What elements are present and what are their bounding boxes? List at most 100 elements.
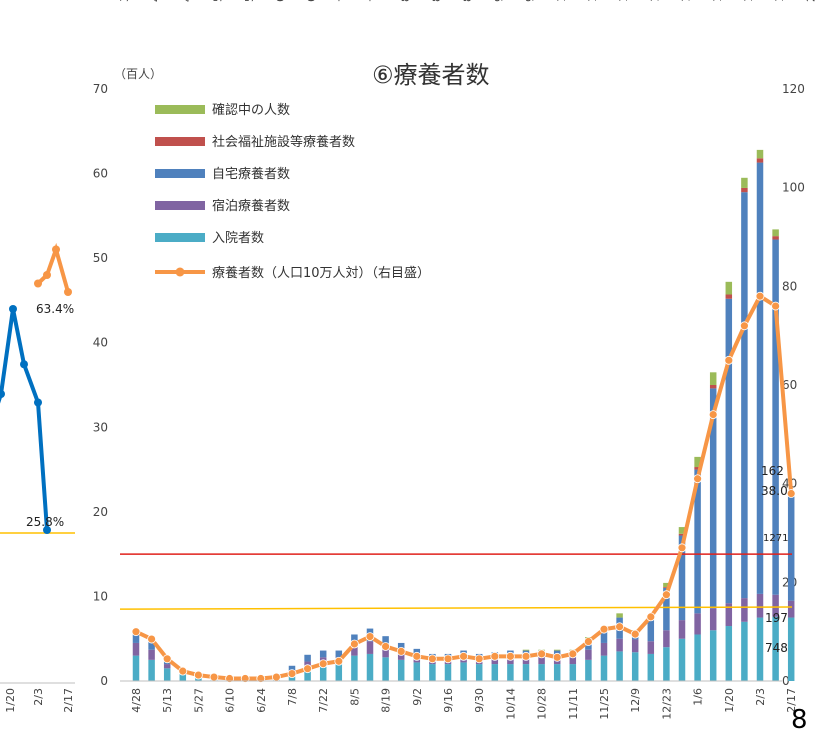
line-point (131, 627, 141, 637)
bar-segment (631, 652, 639, 681)
top-tick-label: 5/11~ (212, 0, 225, 2)
bar-segment (335, 650, 343, 658)
bar-segment (600, 630, 608, 643)
bar-segment (709, 385, 717, 389)
line-point (412, 651, 422, 661)
bar-segment (163, 664, 171, 669)
bar-segment (382, 657, 389, 681)
y-right-tick-label: 0 (782, 674, 790, 688)
y-right-tick-label: 60 (782, 378, 797, 392)
bar-segment (132, 630, 140, 643)
yellow-reference-line (119, 606, 793, 610)
bar-segment (538, 657, 545, 665)
line-point (365, 632, 375, 641)
bar-segment (491, 664, 499, 681)
legend-label: 入院者数 (212, 231, 264, 246)
top-tick-label: 11/9~ (617, 0, 630, 2)
bar-segment (179, 674, 187, 681)
bar-segment (538, 664, 545, 681)
bar-segment (319, 650, 327, 658)
top-tick-label: 6/8~ (274, 0, 287, 2)
bar-segment (148, 641, 155, 650)
chart-title: ⑥療養者数 (372, 61, 490, 89)
bar-segment (694, 467, 701, 470)
legend-swatch (155, 201, 205, 210)
bar-segment (148, 659, 155, 681)
bar-segment (647, 653, 655, 681)
bar-segment (787, 600, 795, 618)
line-point (677, 543, 687, 553)
bar-segment (132, 642, 140, 656)
line-point (318, 659, 328, 669)
line-point (162, 654, 172, 664)
bar-segment (694, 613, 701, 635)
line-point (271, 672, 281, 682)
left-orange-point (52, 245, 60, 254)
legend-swatch (155, 233, 205, 242)
bar-segment (569, 657, 577, 665)
left-x-tick-label: 2/3 (32, 688, 45, 706)
x-tick-label: 11/11 (567, 688, 580, 720)
top-tick-label: 2/1~ (804, 0, 817, 2)
legend-label: 社会福祉施設等療養者数 (212, 134, 355, 150)
x-tick-label: 2/17 (785, 688, 798, 713)
line-point (147, 634, 157, 644)
y-right-tick-label: 100 (782, 181, 805, 195)
x-tick-label: 8/19 (380, 688, 393, 713)
line-point (381, 642, 391, 651)
annotation-total-last: 162 (761, 464, 784, 478)
y-left-tick-label: 50 (93, 251, 108, 265)
bar-segment (397, 659, 405, 681)
bar-segment (366, 641, 374, 654)
line-point (490, 651, 500, 661)
bar-segment (382, 636, 389, 648)
bar-segment (678, 527, 686, 534)
bar-segment (741, 598, 748, 622)
bar-segment (725, 298, 733, 604)
bar-segment (351, 655, 358, 681)
bar-segment (787, 617, 795, 681)
bar-segment (772, 236, 779, 240)
bar-segment (522, 649, 530, 651)
annotation-line-last: 38.0 (761, 484, 788, 498)
bar-segment (756, 162, 764, 594)
left-x-tick-label: 1/20 (4, 688, 17, 713)
left-orange-point (34, 279, 42, 288)
line-point (693, 474, 702, 484)
reference-lines (119, 553, 793, 610)
bar-segment (756, 158, 764, 163)
bar-segment (491, 658, 499, 665)
bar-segment (522, 664, 530, 681)
x-tick-label: 7/22 (317, 688, 330, 713)
left-annotation-low: 25.8% (26, 515, 64, 529)
bar-segment (772, 594, 779, 617)
y-left-tick-label: 10 (93, 589, 108, 603)
y-unit-label: （百人） (114, 67, 162, 81)
top-tick-label: 8/31~ (461, 0, 474, 2)
line-point (771, 301, 780, 311)
line-point (615, 622, 624, 632)
bar-segment (709, 630, 717, 681)
bar-segment (304, 668, 311, 681)
left-blue-point (34, 398, 42, 407)
legend-swatch (155, 169, 205, 178)
bar-segment (335, 664, 343, 681)
y-left-tick-label: 30 (93, 420, 108, 434)
line-point (193, 670, 203, 680)
bar-segment (413, 662, 421, 681)
line-point (599, 624, 609, 634)
bar-segment (725, 281, 733, 295)
bar-segment (553, 649, 561, 651)
annotation-stack-b: 197 (765, 611, 788, 625)
page-number: 8 (791, 705, 808, 735)
top-tick-label: 11/23~ (648, 0, 661, 2)
line-point (474, 654, 484, 664)
bar-segment (772, 239, 779, 595)
x-tick-label: 9/16 (442, 688, 455, 713)
x-tick-labels: 4/28 5/13 5/27 6/10 6/24 7/8 7/22 8/5 8/19 9/2 9/1… (130, 688, 798, 720)
left-orange-point (43, 271, 51, 279)
line-point (178, 666, 188, 676)
bar-segment (709, 388, 717, 609)
x-tick-label: 5/27 (192, 688, 205, 713)
x-tick-label: 6/24 (255, 688, 268, 713)
